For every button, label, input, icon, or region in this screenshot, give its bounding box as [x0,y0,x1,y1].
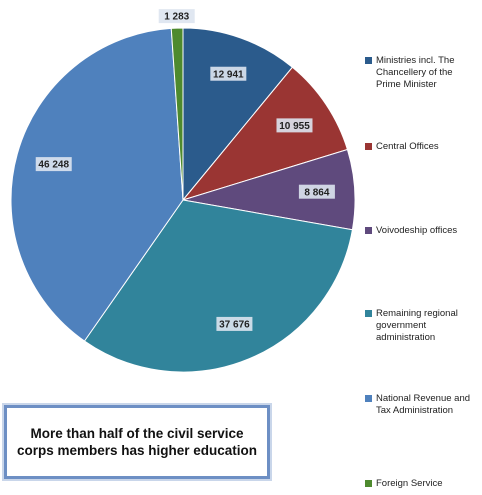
data-label-bg [158,9,195,24]
legend-label: Central Offices [376,141,439,152]
data-label: 1 283 [164,12,189,23]
data-label: 37 676 [219,320,250,331]
data-label: 8 864 [304,187,329,198]
legend-item: Central Offices [365,141,480,153]
data-label: 10 955 [279,121,310,132]
pie-slice [83,199,353,373]
pie-slice [170,27,184,201]
data-label-bg [276,118,313,133]
legend-label: Voivodeship offices [376,225,458,236]
legend-label: Remaining regional government administra… [376,308,458,343]
legend-swatch [365,227,372,234]
legend-swatch [365,143,372,150]
legend-swatch [365,480,372,487]
legend-item: Ministries incl. The Chancellery of the … [365,55,480,91]
legend-swatch [365,310,372,317]
pie-slice [181,66,349,201]
legend-item: National Revenue and Tax Administration [365,393,480,417]
legend-swatch [365,57,372,64]
data-label: 12 941 [213,69,244,80]
legend-item: Voivodeship offices [365,225,480,237]
annotation: More than half of the civil service corp… [4,405,270,479]
data-label-bg [35,157,72,172]
legend-swatch [365,395,372,402]
data-label-bg [298,184,335,199]
data-label-bg [216,316,253,331]
chart: 12 941 10 955 8 864 37 676 46 248 1 283 [10,9,356,373]
legend-label: National Revenue and Tax Administration [376,393,471,416]
legend-label: Foreign Service [376,478,443,489]
legend-item: Foreign Service [365,478,480,490]
data-label-bg [210,66,247,81]
data-label: 46 248 [38,160,69,171]
legend-item: Remaining regional government administra… [365,308,480,344]
pie-slice [10,27,184,342]
legend-label: Ministries incl. The Chancellery of the … [376,55,455,90]
